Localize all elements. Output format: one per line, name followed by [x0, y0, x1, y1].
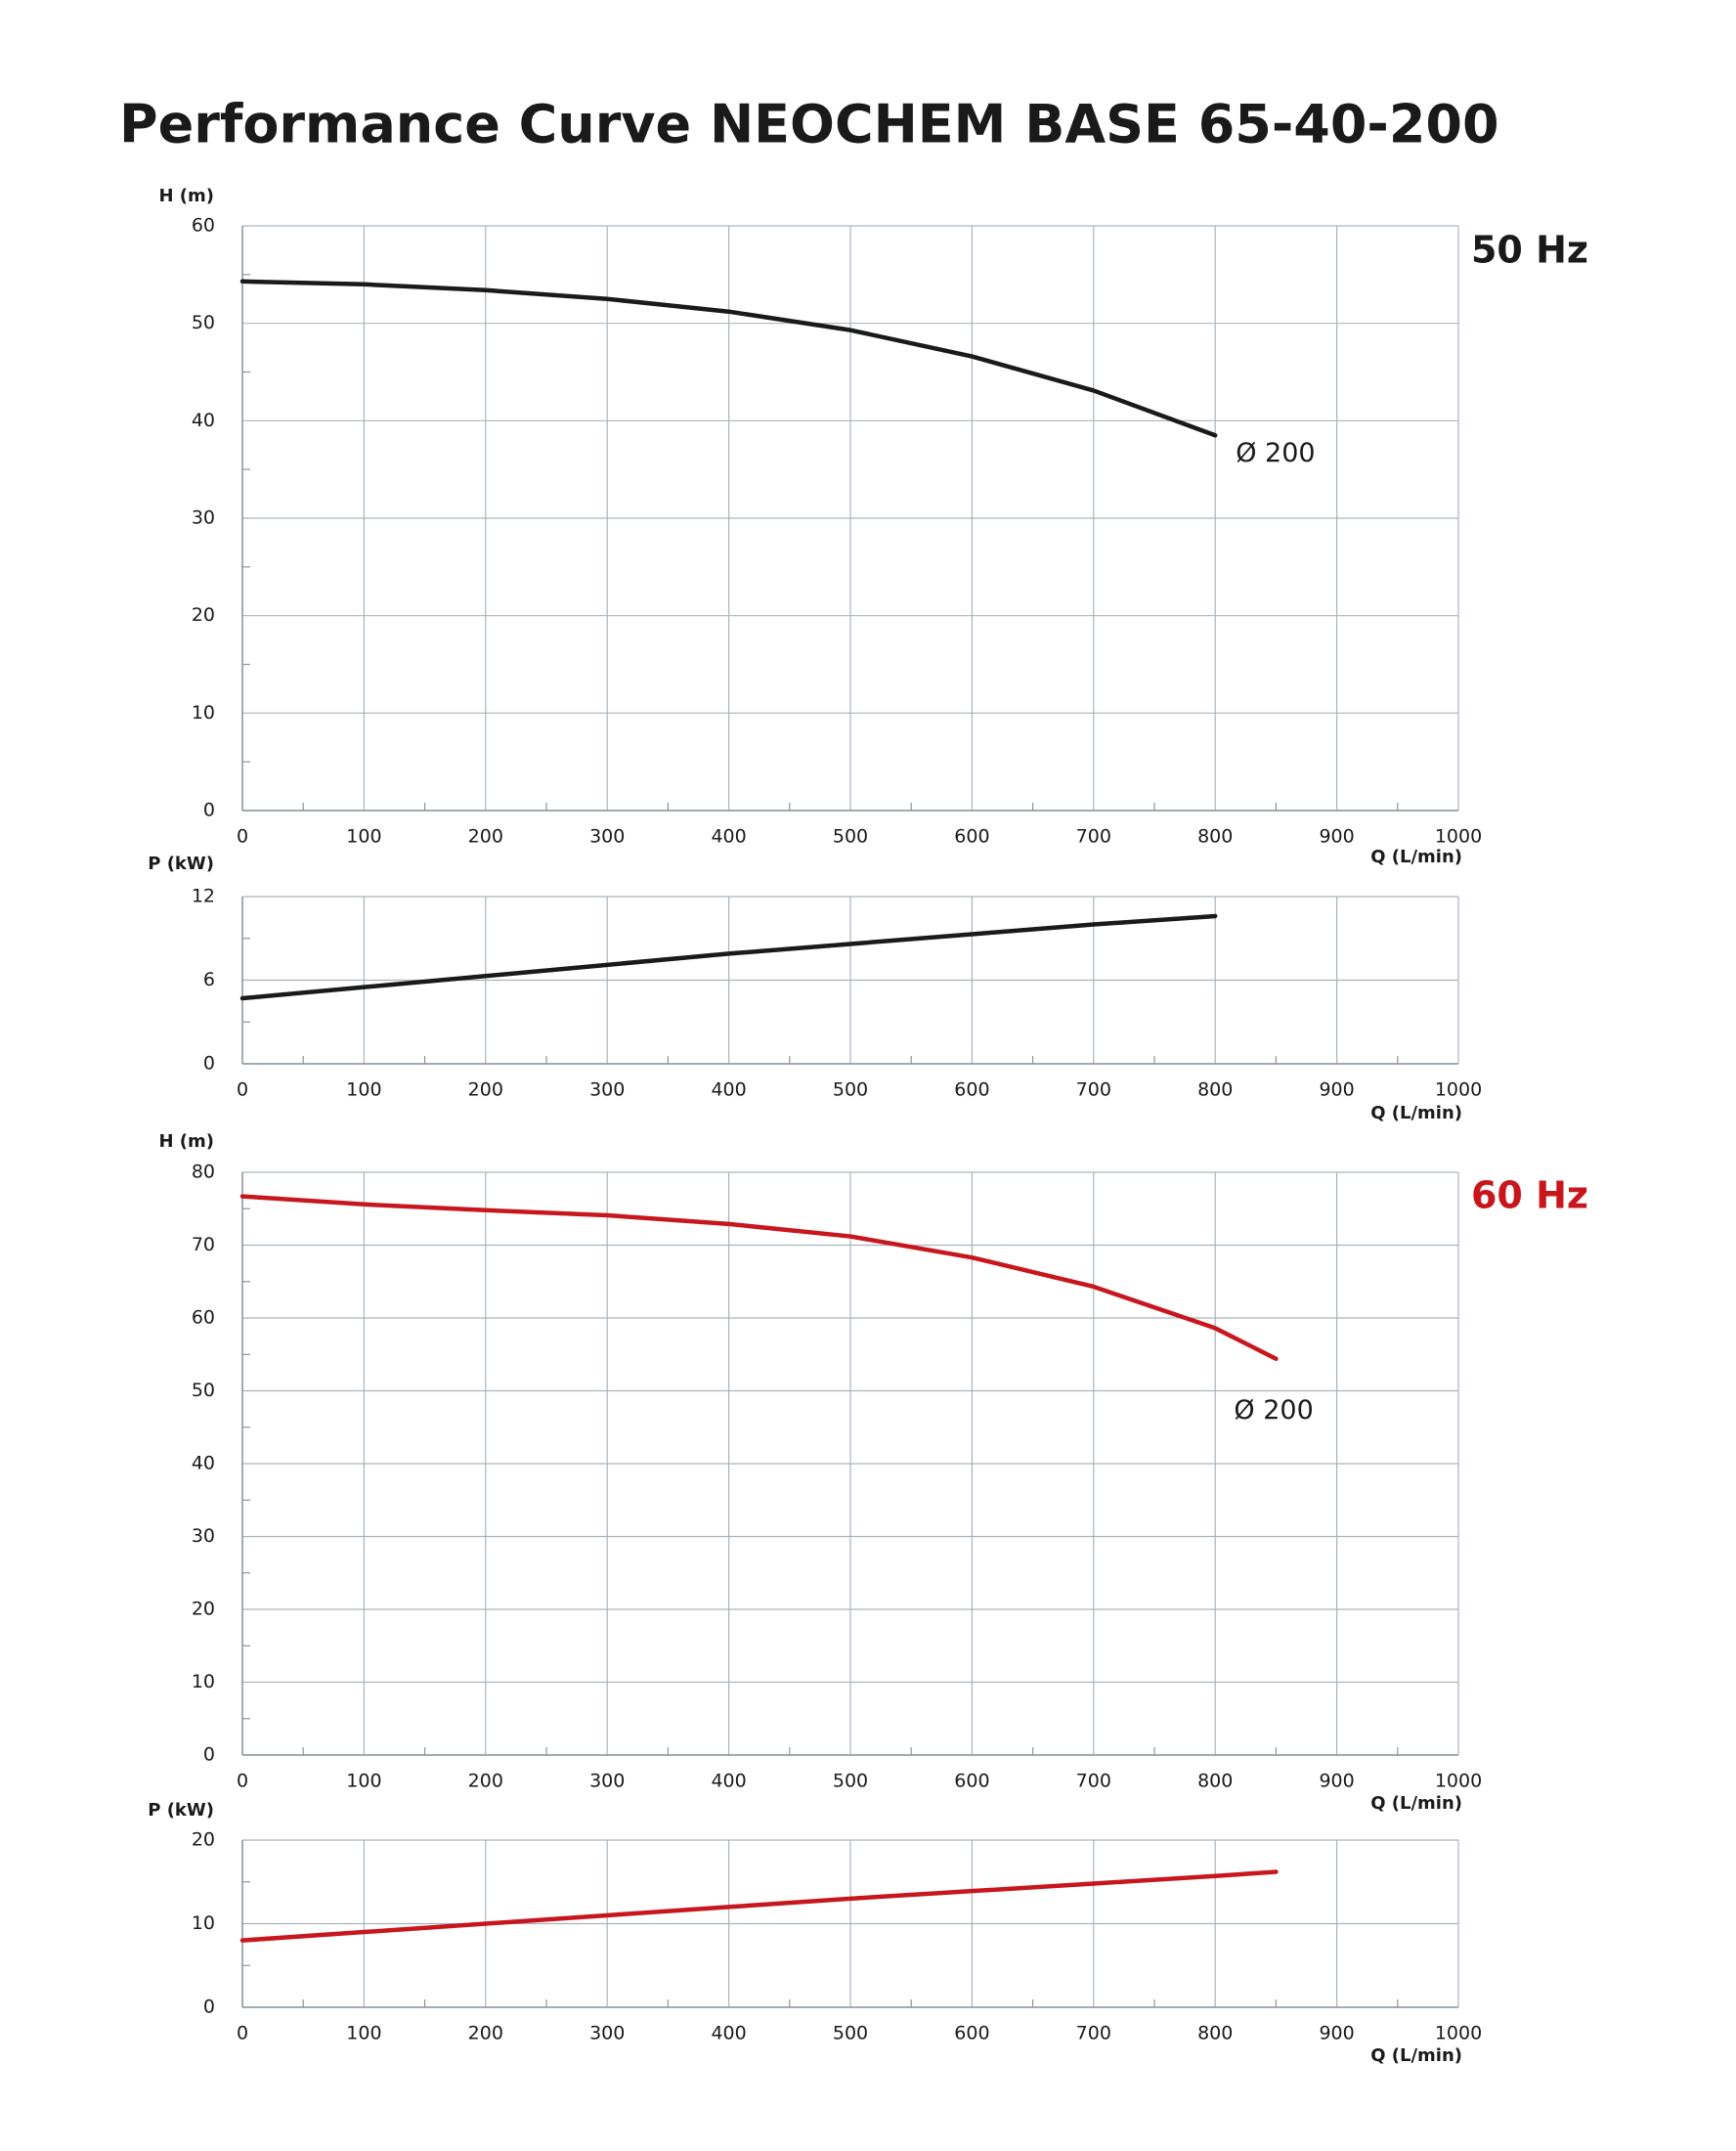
- y-axis-label: P (kW): [148, 854, 214, 874]
- x-tick-label: 1000: [1435, 1771, 1482, 1792]
- y-tick-label: 6: [203, 969, 215, 990]
- x-tick-label: 100: [346, 1079, 381, 1101]
- x-tick-label: 900: [1319, 826, 1354, 848]
- x-tick-label: 900: [1319, 1079, 1354, 1101]
- data-line: [239, 1194, 1279, 1361]
- x-tick-label: 700: [1076, 1771, 1111, 1792]
- x-tick-label: 200: [468, 1771, 503, 1792]
- x-tick-label: 400: [711, 1079, 746, 1101]
- x-tick-label: 200: [468, 826, 503, 848]
- y-tick-label: 10: [192, 1912, 215, 1934]
- y-tick-label: 50: [192, 312, 215, 333]
- x-tick-label: 900: [1319, 2023, 1354, 2044]
- x-tick-label: 300: [589, 1079, 625, 1101]
- y-tick-label: 30: [192, 1525, 215, 1547]
- x-tick-label: 600: [954, 1079, 989, 1101]
- x-tick-label: 600: [954, 826, 989, 848]
- y-tick-label: 0: [203, 1997, 215, 2018]
- x-tick-label: 600: [954, 2023, 989, 2044]
- x-tick-label: 200: [468, 2023, 503, 2044]
- y-tick-label: 0: [203, 1744, 215, 1766]
- y-tick-label: 0: [203, 800, 215, 821]
- x-tick-label: 0: [237, 1079, 248, 1101]
- x-tick-label: 0: [237, 826, 248, 848]
- x-tick-label: 100: [346, 1771, 381, 1792]
- x-tick-label: 900: [1319, 1771, 1354, 1792]
- x-tick-label: 0: [237, 1771, 248, 1792]
- x-tick-label: 800: [1197, 1771, 1233, 1792]
- x-tick-label: 1000: [1435, 2023, 1482, 2044]
- x-tick-label: 300: [589, 1771, 625, 1792]
- x-tick-label: 500: [833, 1079, 868, 1101]
- x-tick-label: 800: [1197, 826, 1233, 848]
- x-axis-label: Q (L/min): [1370, 1103, 1462, 1123]
- x-tick-label: 500: [833, 2023, 868, 2044]
- x-tick-label: 400: [711, 826, 746, 848]
- x-tick-label: 700: [1076, 2023, 1111, 2044]
- y-tick-label: 20: [192, 1599, 215, 1620]
- y-axis-label: H (m): [158, 1131, 214, 1152]
- y-tick-label: 70: [192, 1234, 215, 1255]
- x-axis-label: Q (L/min): [1370, 2045, 1462, 2066]
- y-tick-label: 60: [192, 1307, 215, 1329]
- x-tick-label: 500: [833, 1771, 868, 1792]
- y-tick-label: 20: [192, 604, 215, 626]
- data-line: [239, 913, 1218, 1001]
- x-axis-label: Q (L/min): [1370, 1793, 1462, 1814]
- y-tick-label: 30: [192, 507, 215, 529]
- y-tick-label: 12: [192, 886, 215, 907]
- x-tick-label: 100: [346, 2023, 381, 2044]
- x-tick-label: 1000: [1435, 1079, 1482, 1101]
- y-tick-label: 40: [192, 410, 215, 431]
- x-tick-label: 600: [954, 1771, 989, 1792]
- y-tick-label: 50: [192, 1380, 215, 1401]
- curve-label: Ø 200: [1234, 1395, 1313, 1426]
- frequency-label: 60 Hz: [1471, 1174, 1588, 1217]
- x-tick-label: 400: [711, 1771, 746, 1792]
- x-tick-label: 700: [1076, 826, 1111, 848]
- y-tick-label: 40: [192, 1453, 215, 1474]
- x-tick-label: 1000: [1435, 826, 1482, 848]
- y-axis-label: H (m): [158, 186, 214, 206]
- x-axis-label: Q (L/min): [1370, 847, 1462, 867]
- page-title: Performance Curve NEOCHEM BASE 65-40-200: [119, 94, 1499, 155]
- data-line: [239, 1869, 1279, 1943]
- x-tick-label: 300: [589, 2023, 625, 2044]
- x-tick-label: 500: [833, 826, 868, 848]
- y-tick-label: 80: [192, 1162, 215, 1183]
- x-tick-label: 100: [346, 826, 381, 848]
- x-tick-label: 300: [589, 826, 625, 848]
- y-tick-label: 20: [192, 1829, 215, 1851]
- y-axis-label: P (kW): [148, 1800, 214, 1821]
- y-tick-label: 0: [203, 1053, 215, 1075]
- curve-label: Ø 200: [1236, 438, 1315, 468]
- x-tick-label: 800: [1197, 1079, 1233, 1101]
- x-tick-label: 400: [711, 2023, 746, 2044]
- data-line: [239, 279, 1218, 438]
- x-tick-label: 700: [1076, 1079, 1111, 1101]
- y-tick-label: 10: [192, 702, 215, 724]
- x-tick-label: 200: [468, 1079, 503, 1101]
- x-tick-label: 0: [237, 2023, 248, 2044]
- frequency-label: 50 Hz: [1471, 229, 1588, 272]
- y-tick-label: 60: [192, 215, 215, 237]
- y-tick-label: 10: [192, 1671, 215, 1692]
- x-tick-label: 800: [1197, 2023, 1233, 2044]
